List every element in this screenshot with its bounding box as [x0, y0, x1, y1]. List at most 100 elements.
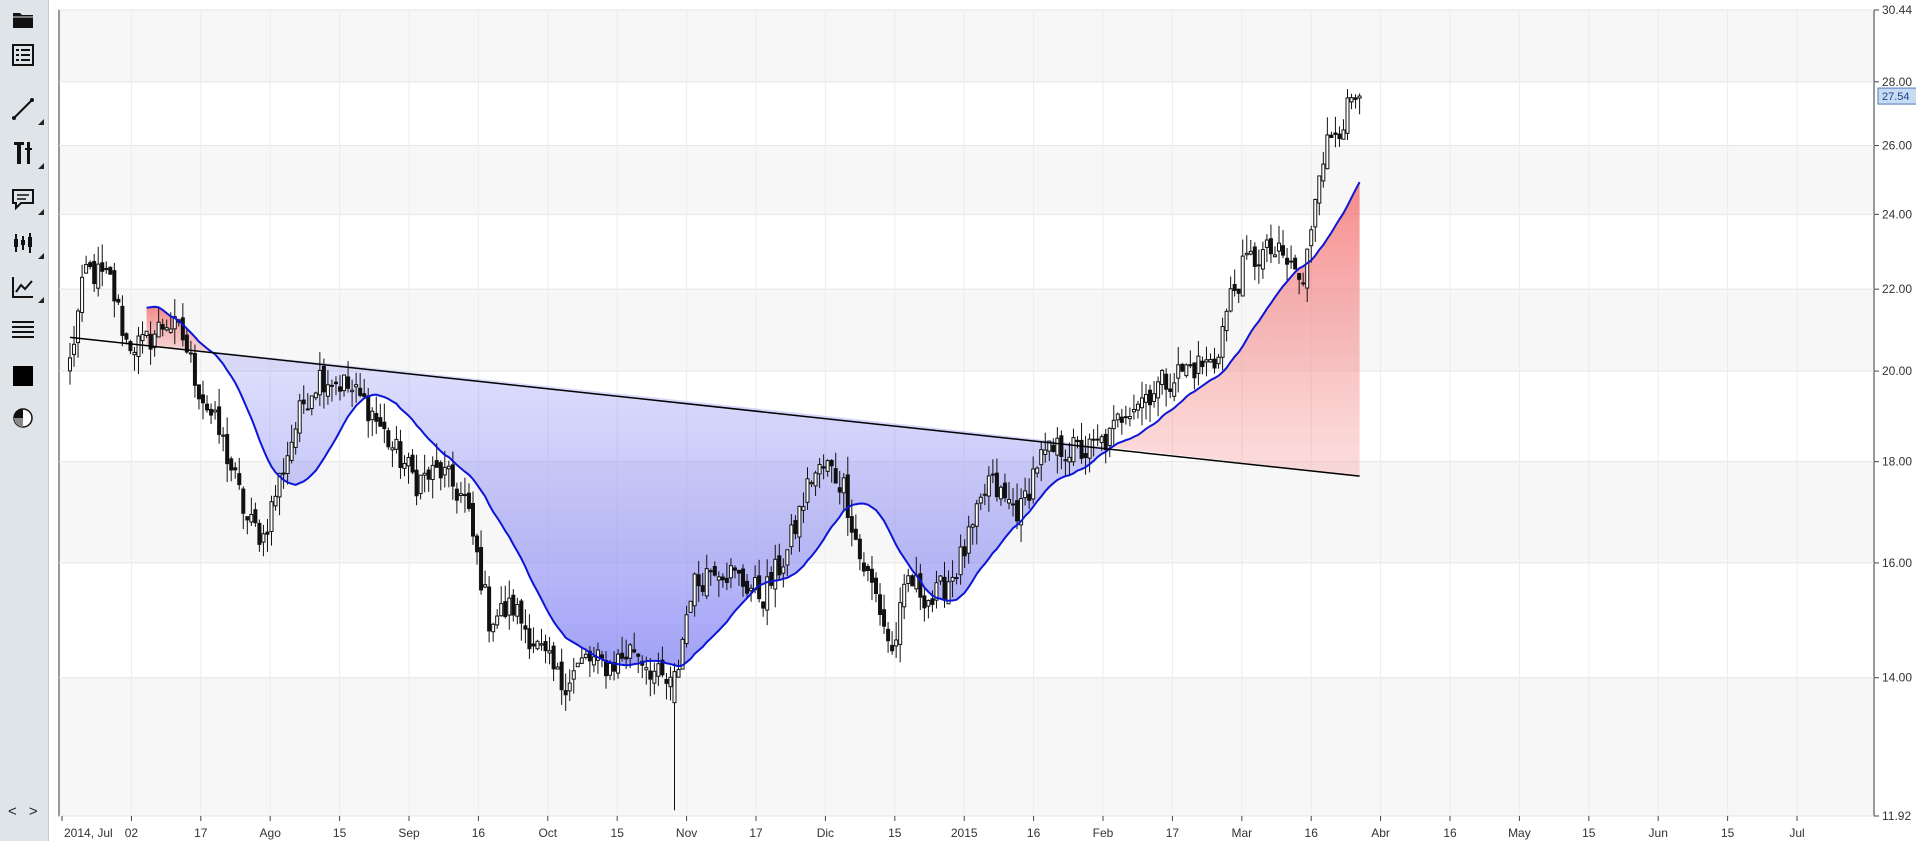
candle-down — [1095, 438, 1100, 441]
candle-up — [1208, 359, 1213, 363]
candle-up — [1111, 419, 1116, 430]
candle-down — [1232, 284, 1237, 291]
candle-up — [390, 447, 395, 451]
y-tick-label: 16.00 — [1882, 556, 1912, 570]
candle-up — [978, 496, 983, 504]
candle-up — [491, 623, 496, 633]
candle-up — [213, 409, 218, 413]
candle-up — [1055, 437, 1060, 456]
candle-up — [595, 649, 600, 661]
candle-down — [1168, 388, 1173, 392]
candle-down — [128, 341, 133, 352]
candle-down — [865, 565, 870, 572]
candle-up — [1176, 364, 1181, 379]
candle-up — [188, 352, 193, 355]
candle-down — [1148, 389, 1153, 406]
candle-down — [1285, 257, 1290, 265]
candle-up — [1135, 403, 1140, 411]
candle-up — [946, 581, 951, 605]
candle-down — [434, 460, 439, 468]
candle-up — [902, 583, 907, 608]
candle-down — [1329, 134, 1334, 138]
candle-down — [1293, 257, 1298, 270]
x-tick-label: Dic — [817, 826, 834, 840]
candle-up — [297, 400, 302, 434]
candle-down — [450, 464, 455, 487]
candle-up — [68, 357, 72, 372]
tools-icon[interactable] — [4, 135, 44, 171]
candle-down — [890, 644, 895, 652]
candle-down — [910, 575, 915, 587]
scroll-arrows[interactable]: < > — [8, 803, 42, 820]
candle-down — [1059, 435, 1064, 457]
price-chart[interactable]: 11.92 14.00 16.00 18.00 20.00 22.00 24.00 26.00… — [49, 0, 1916, 841]
x-tick-label: Jun — [1649, 826, 1668, 840]
x-tick-label: 2014, Jul — [64, 826, 113, 840]
candle-up — [1131, 408, 1136, 413]
x-axis: 2014, Jul 02 17 Ago 15 Sep 16 Oct 15 Nov 17 Dic 15 20… — [61, 816, 1805, 840]
line-chart-icon[interactable] — [4, 269, 44, 305]
candle-down — [1119, 416, 1124, 423]
candle-up — [1228, 288, 1233, 312]
x-tick-label: 15 — [611, 826, 625, 840]
candle-down — [1103, 433, 1108, 451]
candle-up — [515, 604, 520, 617]
x-tick-label: 17 — [749, 826, 763, 840]
candles-icon[interactable] — [4, 225, 44, 261]
pie-icon[interactable] — [4, 400, 42, 436]
candle-down — [559, 661, 564, 691]
candle-up — [350, 389, 355, 393]
x-tick-label: 2015 — [951, 826, 978, 840]
candle-down — [696, 574, 701, 587]
candle-down — [1212, 358, 1217, 369]
candle-up — [354, 384, 359, 388]
candle-up — [1172, 382, 1177, 397]
comment-icon[interactable] — [4, 181, 44, 217]
candle-up — [1248, 250, 1253, 255]
candle-down — [148, 333, 153, 350]
candle-up — [96, 263, 101, 289]
candle-up — [221, 434, 226, 437]
candle-down — [184, 334, 189, 353]
candle-up — [72, 343, 77, 355]
y-tick-label: 24.00 — [1882, 207, 1912, 221]
candle-down — [120, 305, 125, 336]
candle-down — [462, 493, 467, 497]
above-trend-fill — [146, 306, 216, 355]
candle-up — [285, 455, 290, 475]
candle-up — [430, 464, 435, 481]
candle-down — [777, 555, 782, 576]
candle-down — [321, 365, 326, 393]
candle-down — [1075, 439, 1080, 443]
list-icon[interactable] — [4, 37, 42, 73]
candle-down — [358, 387, 363, 396]
candle-up — [749, 587, 754, 592]
candle-up — [555, 666, 560, 670]
y-tick-label: 28.00 — [1882, 75, 1912, 89]
folder-icon[interactable] — [4, 1, 42, 37]
y-axis: 11.92 14.00 16.00 18.00 20.00 22.00 24.00 26.00… — [1874, 3, 1912, 823]
x-tick-label: 16 — [472, 826, 486, 840]
line-icon[interactable] — [4, 91, 44, 127]
candle-up — [1023, 490, 1028, 499]
candle-down — [918, 573, 923, 598]
candle-down — [503, 601, 508, 618]
candle-down — [636, 653, 641, 657]
candle-up — [1289, 260, 1294, 263]
candle-up — [1006, 498, 1011, 504]
candle-down — [378, 417, 383, 427]
candle-down — [196, 384, 201, 400]
candle-up — [140, 334, 145, 342]
candle-down — [1281, 245, 1286, 256]
lines-icon[interactable] — [4, 311, 42, 347]
candle-up — [785, 549, 790, 566]
candle-down — [112, 270, 117, 302]
candle-up — [547, 650, 552, 654]
candle-down — [1236, 288, 1241, 294]
square-icon[interactable] — [4, 358, 42, 394]
candle-down — [305, 408, 310, 411]
candle-down — [861, 562, 866, 572]
last-price-label: 27.54 — [1882, 91, 1910, 103]
candle-down — [853, 528, 858, 540]
candle-up — [1260, 249, 1265, 270]
